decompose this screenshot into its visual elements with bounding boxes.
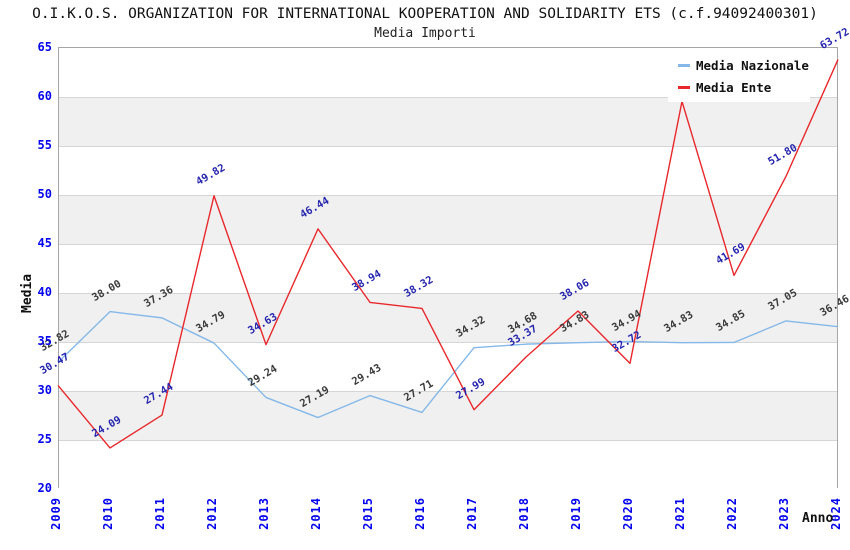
grid-band bbox=[59, 440, 837, 489]
y-tick-label: 45 bbox=[37, 236, 52, 250]
x-tick-label: 2023 bbox=[777, 497, 791, 530]
y-tick-label: 50 bbox=[37, 187, 52, 201]
grid-band bbox=[59, 391, 837, 440]
x-tick-label: 2016 bbox=[413, 497, 427, 530]
grid-band bbox=[59, 244, 837, 293]
y-tick-label: 55 bbox=[37, 138, 52, 152]
page-title: O.I.K.O.S. ORGANIZATION FOR INTERNATIONA… bbox=[32, 6, 818, 22]
x-tick-label: 2017 bbox=[465, 497, 479, 530]
x-tick-label: 2011 bbox=[153, 497, 167, 530]
gridline bbox=[59, 440, 837, 441]
grid-band bbox=[59, 97, 837, 146]
y-tick-label: 20 bbox=[37, 481, 52, 495]
gridline bbox=[59, 195, 837, 196]
x-tick-label: 2014 bbox=[309, 497, 323, 530]
plot-area bbox=[58, 47, 838, 489]
y-tick-label: 40 bbox=[37, 285, 52, 299]
y-tick-label: 25 bbox=[37, 432, 52, 446]
y-tick-label: 35 bbox=[37, 334, 52, 348]
legend-line-swatch bbox=[678, 85, 690, 89]
x-tick-label: 2009 bbox=[49, 497, 63, 530]
legend-item: Media Ente bbox=[678, 80, 810, 95]
x-tick-label: 2012 bbox=[205, 497, 219, 530]
gridline bbox=[59, 342, 837, 343]
gridline bbox=[59, 391, 837, 392]
grid-band bbox=[59, 195, 837, 244]
x-tick-label: 2021 bbox=[673, 497, 687, 530]
grid-band bbox=[59, 342, 837, 391]
legend-item-label: Media Ente bbox=[696, 79, 772, 95]
grid-band bbox=[59, 293, 837, 342]
y-tick-label: 30 bbox=[37, 383, 52, 397]
x-tick-label: 2010 bbox=[101, 497, 115, 530]
x-tick-label: 2018 bbox=[517, 497, 531, 530]
x-tick-label: 2013 bbox=[257, 497, 271, 530]
x-tick-label: 2020 bbox=[621, 497, 635, 530]
grid-band bbox=[59, 146, 837, 195]
y-axis-title: Media bbox=[20, 273, 35, 313]
x-tick-label: 2015 bbox=[361, 497, 375, 530]
x-axis-title: Anno bbox=[802, 511, 834, 526]
x-tick-label: 2022 bbox=[725, 497, 739, 530]
legend-line-swatch bbox=[678, 63, 690, 67]
chart-subtitle: Media Importi bbox=[374, 26, 476, 41]
legend: Media Nazionale Media Ente bbox=[668, 50, 810, 102]
gridline bbox=[59, 146, 837, 147]
gridline bbox=[59, 244, 837, 245]
legend-item: Media Nazionale bbox=[678, 58, 810, 73]
x-tick-label: 2019 bbox=[569, 497, 583, 530]
y-tick-label: 65 bbox=[37, 40, 52, 54]
legend-item-label: Media Nazionale bbox=[696, 57, 809, 73]
y-tick-label: 60 bbox=[37, 89, 52, 103]
